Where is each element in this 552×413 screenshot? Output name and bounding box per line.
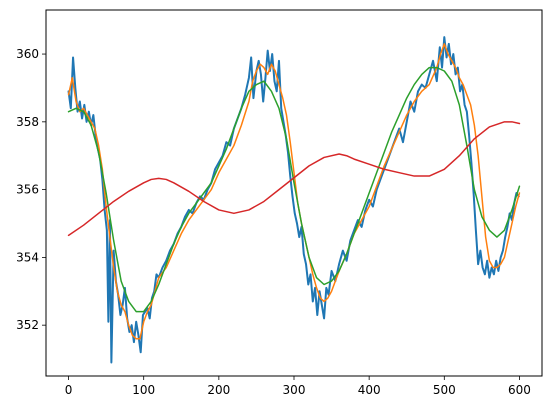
x-tick-label: 100 [132, 383, 155, 397]
x-tick-label: 600 [508, 383, 531, 397]
y-tick-label: 356 [16, 183, 39, 197]
y-tick-label: 354 [16, 250, 39, 264]
series-line-4 [67, 121, 521, 237]
x-tick-label: 0 [65, 383, 73, 397]
y-tick-label: 352 [16, 318, 39, 332]
x-axis: 0 100 200 300 400 500 600 [65, 376, 531, 397]
x-tick-label: 300 [283, 383, 306, 397]
y-axis: 352 354 356 358 360 [16, 47, 46, 332]
y-tick-label: 358 [16, 115, 39, 129]
series-line-2 [67, 43, 521, 340]
x-tick-label: 500 [433, 383, 456, 397]
x-tick-label: 200 [207, 383, 230, 397]
x-tick-label: 400 [358, 383, 381, 397]
y-tick-label: 360 [16, 47, 39, 61]
series-layer [67, 36, 521, 364]
series-line-3 [67, 66, 521, 313]
plot-background [46, 10, 542, 376]
